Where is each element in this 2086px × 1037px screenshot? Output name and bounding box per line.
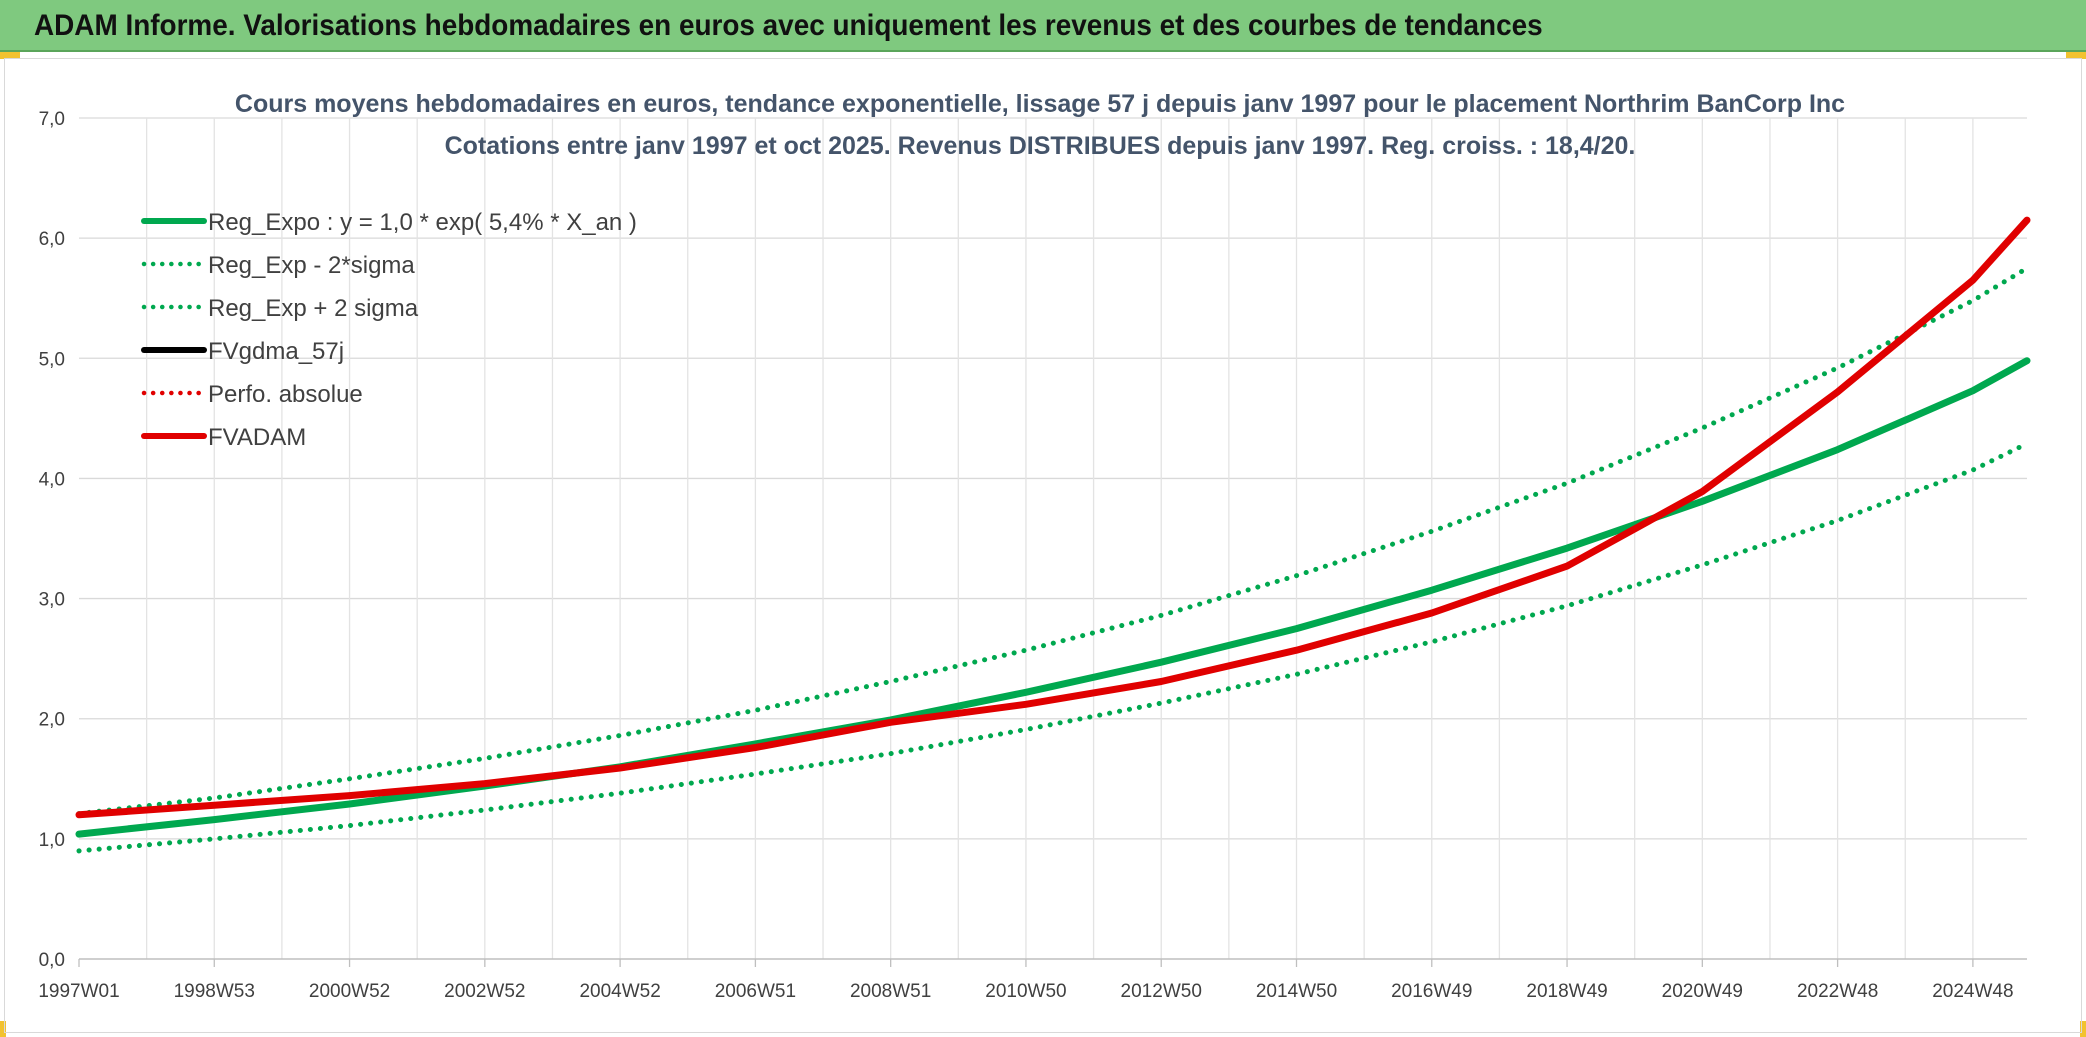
grid-lines	[79, 117, 2027, 959]
x-tick-label: 2024W48	[1932, 981, 2013, 1002]
legend-label: FVgdma_57j	[208, 338, 344, 365]
x-tick-label: 2016W49	[1391, 981, 1472, 1002]
chart-title: Cours moyens hebdomadaires en euros, ten…	[235, 90, 1845, 118]
y-tick-label: 5,0	[39, 349, 65, 370]
x-tick-label: 2020W49	[1662, 981, 1743, 1002]
legend-label: Reg_Exp + 2 sigma	[208, 295, 419, 322]
axes: 0,0 1,0 2,0 3,0 4,0 5,0 6,0 7,0 1997W01 1998W53 20…	[38, 109, 2027, 1002]
legend: Reg_Expo : y = 1,0 * exp( 5,4% * X_an ) R…	[141, 209, 637, 451]
x-tick-label: 2000W52	[309, 981, 390, 1002]
legend-label: Reg_Exp - 2*sigma	[208, 252, 415, 279]
x-tick-label: 2002W52	[444, 981, 525, 1002]
x-tick-label: 2006W51	[715, 981, 796, 1002]
x-tick-label: 1998W53	[174, 981, 255, 1002]
corner-accent	[2066, 52, 2086, 59]
y-tick-label: 4,0	[39, 469, 65, 490]
series-line-3	[76, 265, 2030, 817]
legend-label: Perfo. absolue	[208, 381, 363, 408]
header-banner: ADAM Informe. Valorisations hebdomadaire…	[0, 0, 2086, 52]
legend-label: Reg_Expo : y = 1,0 * exp( 5,4% * X_an )	[208, 209, 637, 236]
x-tick-label: 1997W01	[38, 981, 119, 1002]
x-tick-label: 2008W51	[850, 981, 931, 1002]
chart-area-frame	[4, 58, 2082, 1033]
y-tick-label: 1,0	[39, 830, 65, 851]
y-tick-label: 7,0	[39, 109, 65, 130]
x-tick-label: 2004W52	[579, 981, 660, 1002]
x-tick-label: 2018W49	[1526, 981, 1607, 1002]
x-tick-label: 2022W48	[1797, 981, 1878, 1002]
corner-accent	[0, 52, 20, 59]
x-tick-label: 2014W50	[1256, 981, 1337, 1002]
chart-subtitle: Cotations entre janv 1997 et oct 2025. R…	[445, 132, 1636, 160]
y-tick-label: 3,0	[39, 590, 65, 611]
x-tick-label: 2010W50	[985, 981, 1066, 1002]
corner-accent	[0, 1021, 6, 1037]
series-layer	[75, 216, 2031, 854]
report-title: ADAM Informe. Valorisations hebdomadaire…	[34, 9, 1543, 42]
series-line-2	[76, 441, 2030, 854]
y-tick-label: 2,0	[39, 710, 65, 731]
y-tick-label: 6,0	[39, 229, 65, 250]
series-line-1	[75, 357, 2031, 838]
legend-label: FVADAM	[208, 424, 306, 451]
y-tick-label: 0,0	[39, 950, 65, 971]
x-tick-label: 2012W50	[1121, 981, 1202, 1002]
corner-accent	[2080, 1021, 2086, 1037]
series-line-6	[75, 216, 2031, 819]
